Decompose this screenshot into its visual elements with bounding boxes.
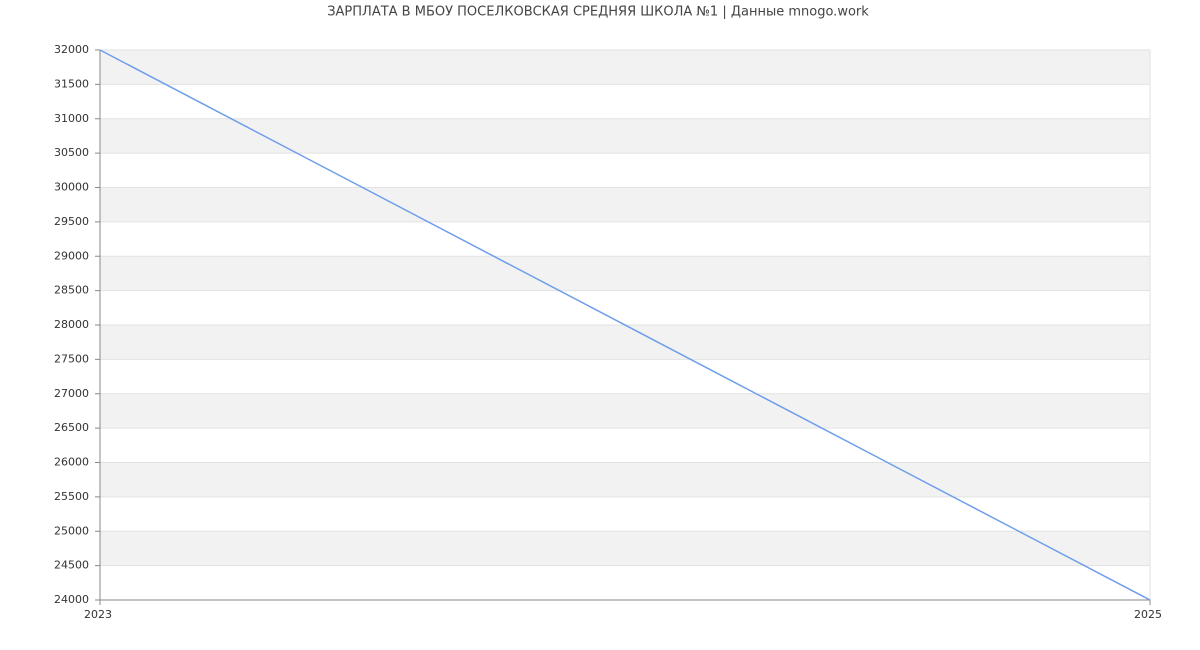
y-tick-label: 29000: [54, 249, 89, 262]
y-tick-label: 28500: [54, 284, 89, 297]
y-tick-label: 25500: [54, 490, 89, 503]
grid-band: [100, 50, 1150, 85]
y-tick-label: 30500: [54, 146, 89, 159]
y-tick-label: 26000: [54, 456, 89, 469]
grid-band: [100, 187, 1150, 222]
y-tick-label: 29500: [54, 215, 89, 228]
grid-band: [100, 118, 1150, 154]
y-tick-label: 32000: [54, 43, 89, 56]
grid-band: [100, 325, 1150, 360]
y-tick-label: 24000: [54, 593, 89, 606]
y-tick-label: 24500: [54, 559, 89, 572]
y-tick-label: 31500: [54, 77, 89, 90]
y-tick-label: 28000: [54, 318, 89, 331]
y-tick-label: 31000: [54, 112, 89, 125]
data-line: [99, 49, 1151, 601]
y-tick-label: 27500: [54, 352, 89, 365]
x-tick-label: 2023: [84, 608, 112, 621]
y-tick-label: 30000: [54, 181, 89, 194]
grid-band: [100, 393, 1150, 429]
chart-title: ЗАРПЛАТА В МБОУ ПОСЕЛКОВСКАЯ СРЕДНЯЯ ШКО…: [327, 5, 869, 20]
y-tick-label: 27000: [54, 387, 89, 400]
y-tick-label: 25000: [54, 524, 89, 537]
grid-band: [100, 462, 1150, 497]
y-tick-label: 26500: [54, 421, 89, 434]
x-tick-label: 2025: [1134, 608, 1162, 621]
grid-band: [100, 531, 1150, 566]
grid-band: [100, 256, 1150, 291]
